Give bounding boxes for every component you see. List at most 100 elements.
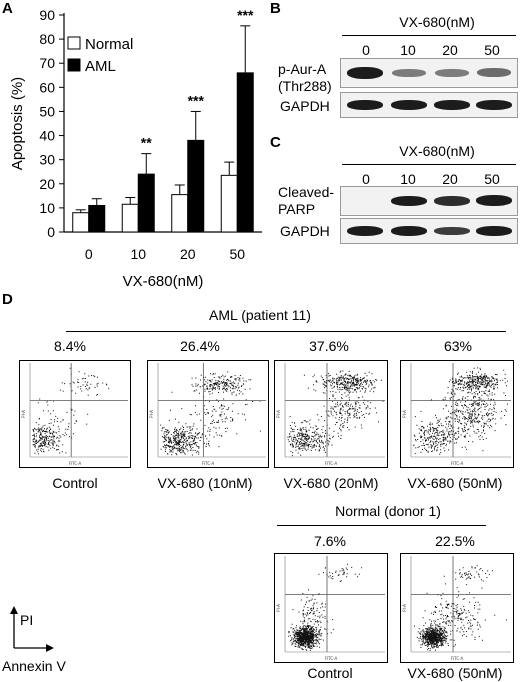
aml-label-control: Control (52, 475, 98, 491)
aml-label-20nm: VX-680 (20nM) (283, 475, 379, 491)
flow-plot-aml-20nm: FITC-A PI-A (274, 360, 388, 468)
apoptosis-bar-chart: 0 10 20 30 40 50 60 70 80 90 Apoptosis (%) 0 10 ** 20 *… (9, 7, 262, 290)
panel-label-c: C (270, 134, 281, 151)
blot-band (347, 226, 383, 236)
x-tick-label: 10 (130, 246, 146, 262)
aml-label-50nm: VX-680 (50nM) (407, 475, 503, 491)
blot-b-strip-gapdh (340, 92, 518, 118)
blot-b-row2-label: GAPDH (280, 98, 330, 114)
significance-label: ** (141, 135, 152, 151)
flow-events (413, 367, 508, 455)
normal-group-line (277, 525, 486, 526)
significance-label: *** (237, 7, 254, 23)
aml-group-line (66, 331, 506, 332)
blot-c-treatment-label: VX-680(nM) (399, 143, 475, 159)
flow-events (287, 370, 384, 457)
blot-band (434, 196, 470, 206)
flow-dots (32, 367, 110, 455)
blot-band (347, 67, 383, 79)
x-tick-label: 20 (180, 246, 196, 262)
flow-dots (413, 367, 508, 455)
blot-b-treatment-line (342, 35, 516, 36)
normal-label-control: Control (307, 665, 353, 681)
blot-band (391, 226, 427, 236)
blot-band (391, 196, 427, 206)
x-tick-label: 0 (85, 246, 93, 262)
y-tick-label: 90 (39, 7, 55, 23)
plot-y-axis-label: PI-A (149, 410, 154, 418)
arrow-up-icon (10, 606, 18, 614)
blot-c-strip-gapdh (340, 218, 518, 244)
bar-aml (137, 173, 155, 233)
flow-dots (413, 565, 507, 652)
y-tick-label: 20 (39, 176, 55, 192)
y-axis-title: Apoptosis (%) (9, 77, 26, 170)
blot-c-treatment-line (342, 164, 516, 165)
flow-axis-y-label: PI (20, 612, 34, 628)
blot-band (476, 226, 512, 236)
legend-label: Normal (85, 36, 133, 53)
legend-label: AML (85, 58, 116, 75)
aml-percent-20nm: 37.6% (309, 338, 349, 354)
blot-b-row1-label-sub: (Thr288) (278, 78, 332, 94)
bar-aml (187, 139, 205, 233)
blot-c-dose: 50 (484, 171, 500, 187)
aml-percent-10nm: 26.4% (180, 338, 220, 354)
bar-normal (220, 174, 238, 233)
plot-x-axis-label: FITC-A (451, 656, 464, 661)
flow-events (160, 371, 261, 456)
flow-plot-aml-control: FITC-A PI-A (19, 360, 131, 468)
blot-band (434, 227, 470, 235)
plot-x-axis-label: FITC-A (69, 461, 82, 466)
y-tick-label: 0 (47, 224, 55, 240)
blot-b-strip-paur (340, 58, 518, 88)
blot-b-dose: 0 (362, 42, 370, 58)
blot-c-row1-label: Cleaved- (278, 184, 335, 200)
plot-x-axis-label: FITC-A (202, 461, 215, 466)
flow-axis-key (10, 606, 54, 652)
y-tick-label: 40 (39, 128, 55, 144)
flow-events (413, 565, 507, 652)
flow-axis-x-label: Annexin V (2, 658, 66, 674)
significance-label: *** (188, 92, 205, 108)
flow-plot-aml-10nm: FITC-A PI-A (147, 360, 269, 468)
blot-c-dose: 20 (442, 171, 458, 187)
blot-c-row2-label: GAPDH (280, 223, 330, 239)
x-axis-title: VX-680(nM) (123, 273, 204, 290)
bar-normal (171, 194, 189, 233)
bar-aml (236, 72, 254, 233)
x-tick-label: 50 (229, 246, 245, 262)
aml-group-label: AML (patient 11) (209, 307, 311, 323)
plot-x-axis-label: FITC-A (451, 461, 464, 466)
panel-label-b: B (270, 0, 281, 17)
bar-normal (121, 203, 139, 233)
bar-aml (88, 204, 106, 233)
y-tick-label: 30 (39, 152, 55, 168)
blot-band (476, 195, 512, 206)
normal-percent-control: 7.6% (314, 533, 346, 549)
blot-band (435, 69, 469, 77)
blot-c-strip-parp (340, 186, 518, 216)
plot-y-axis-label: PI-A (276, 410, 281, 418)
flow-events (32, 367, 110, 455)
normal-group-label: Normal (donor 1) (335, 503, 441, 519)
flow-dots (287, 370, 384, 457)
blot-c-row1-label-sub: PARP (278, 201, 316, 217)
bar-normal (72, 212, 90, 233)
blot-band (477, 68, 511, 77)
aml-percent-control: 8.4% (54, 338, 86, 354)
arrow-right-icon (46, 644, 54, 652)
panel-label-a: A (2, 0, 13, 17)
normal-percent-50nm: 22.5% (435, 533, 475, 549)
blot-b-dose: 20 (442, 42, 458, 58)
plot-x-axis-label: FITC-A (325, 461, 338, 466)
blot-c-dose: 10 (400, 171, 416, 187)
y-tick-label: 10 (39, 200, 55, 216)
flow-dots (288, 563, 363, 651)
aml-percent-50nm: 63% (443, 338, 473, 354)
blot-b-dose: 10 (400, 42, 416, 58)
blot-b-treatment-label: VX-680(nM) (399, 14, 475, 30)
flow-plot-normal-50nm: FITC-A PI-A (400, 553, 514, 663)
y-tick-label: 60 (39, 79, 55, 95)
plot-y-axis-label: PI-A (276, 604, 281, 612)
